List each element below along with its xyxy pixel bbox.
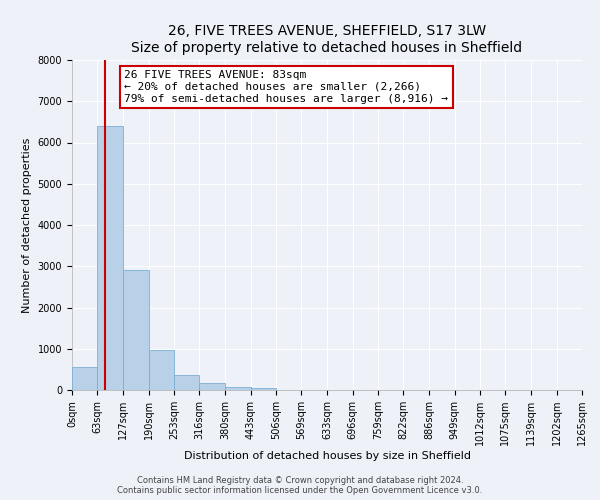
Bar <box>149 350 174 390</box>
Bar <box>174 374 199 390</box>
Bar <box>72 367 97 390</box>
Text: 26 FIVE TREES AVENUE: 83sqm
← 20% of detached houses are smaller (2,266)
79% of : 26 FIVE TREES AVENUE: 83sqm ← 20% of det… <box>124 70 448 104</box>
Bar <box>225 386 251 390</box>
Bar <box>251 388 276 390</box>
Y-axis label: Number of detached properties: Number of detached properties <box>22 138 32 312</box>
X-axis label: Distribution of detached houses by size in Sheffield: Distribution of detached houses by size … <box>184 451 470 461</box>
Title: 26, FIVE TREES AVENUE, SHEFFIELD, S17 3LW
Size of property relative to detached : 26, FIVE TREES AVENUE, SHEFFIELD, S17 3L… <box>131 24 523 54</box>
Bar <box>123 270 149 390</box>
Bar <box>97 126 123 390</box>
Text: Contains HM Land Registry data © Crown copyright and database right 2024.
Contai: Contains HM Land Registry data © Crown c… <box>118 476 482 495</box>
Bar <box>199 382 225 390</box>
